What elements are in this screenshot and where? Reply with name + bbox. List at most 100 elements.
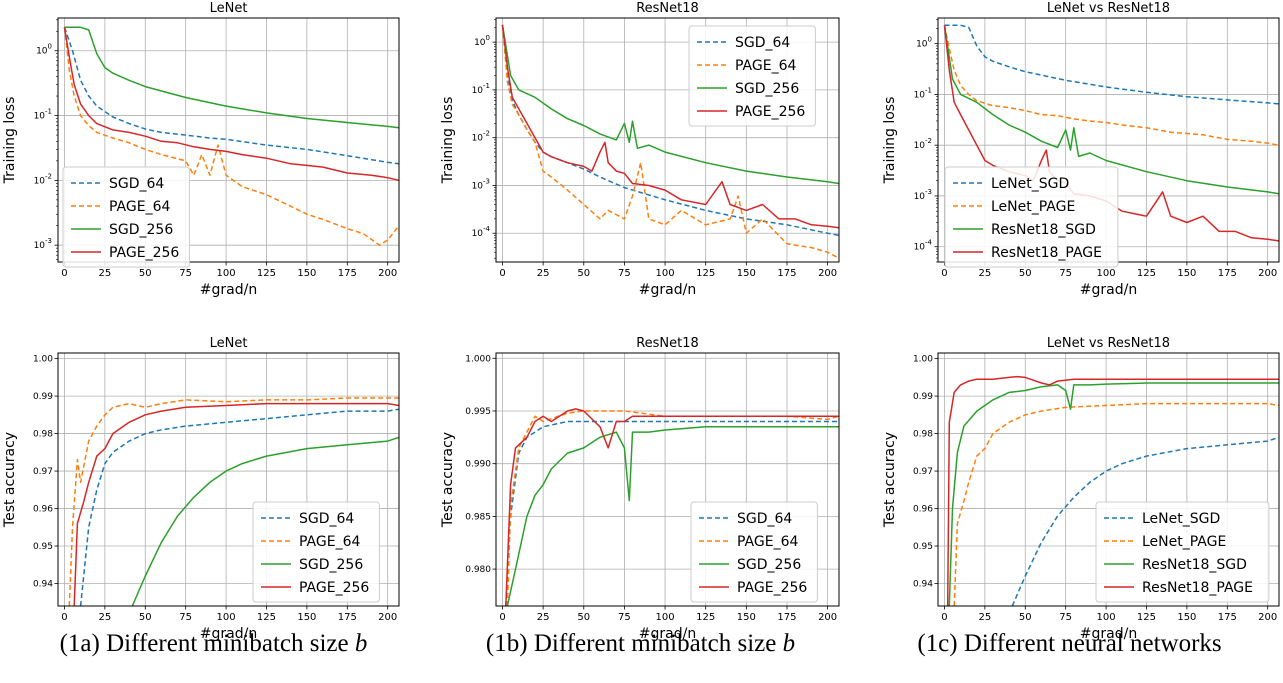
- legend-frame: [252, 501, 380, 603]
- y-tick-label: 10-4: [914, 239, 933, 253]
- y-tick-label: 0.995: [465, 407, 491, 417]
- x-axis-label: #grad/n: [639, 626, 696, 642]
- x-tick-label: 150: [1177, 612, 1196, 623]
- x-tick-label: 75: [179, 268, 192, 279]
- y-tick-label: 10-4: [472, 225, 491, 239]
- legend-label: PAGE_64: [109, 199, 170, 215]
- x-tick-label: 25: [99, 612, 112, 623]
- y-tick-label: 0.990: [465, 460, 491, 470]
- legend-label: ResNet18_SGD: [1142, 557, 1247, 573]
- x-tick-label: 0: [499, 612, 505, 623]
- x-tick-label: 175: [777, 268, 796, 279]
- x-tick-label: 0: [499, 268, 505, 279]
- chart-p6: 0 25 50 75 100 125 150 175 200 0.94 0.95 0.96 0.97 0.…: [882, 336, 1280, 642]
- x-tick-label: 0: [61, 612, 67, 623]
- y-tick-label: 100: [474, 34, 490, 48]
- series-line-page-64: [501, 24, 839, 259]
- series-line-page-64: [63, 27, 399, 246]
- legend: SGD_64 PAGE_64 SGD_256 PAGE_256: [690, 501, 818, 603]
- series-line-page-256: [501, 24, 839, 229]
- x-tick-label: 50: [139, 612, 152, 623]
- y-tick-label: 100: [916, 36, 932, 50]
- y-axis-label: Training loss: [2, 97, 18, 185]
- chart-p2: 0 25 50 75 100 125 150 175 200 100 10-1 10-2 10-3 10-…: [440, 1, 840, 298]
- legend-label: ResNet18_PAGE: [991, 245, 1102, 261]
- y-tick-label: 0.97: [33, 467, 53, 477]
- x-axis-label: #grad/n: [1080, 626, 1137, 642]
- x-axis-label: #grad/n: [639, 282, 696, 298]
- caption-1a-var: b: [354, 630, 368, 657]
- x-tick-label: 75: [1059, 268, 1072, 279]
- y-tick-label: 10-3: [914, 188, 932, 202]
- legend-label: ResNet18_PAGE: [1142, 580, 1253, 596]
- series-line-lenet-sgd: [1011, 436, 1279, 606]
- legend-frame: [1095, 501, 1270, 603]
- x-tick-label: 75: [1059, 612, 1072, 623]
- axes-frame: [495, 17, 840, 263]
- y-axis-label: Test accuracy: [2, 432, 18, 528]
- x-tick-label: 25: [979, 612, 992, 623]
- x-tick-label: 150: [297, 612, 316, 623]
- y-tick-label: 100: [36, 43, 52, 57]
- x-tick-label: 150: [737, 268, 756, 279]
- legend-label: ResNet18_SGD: [991, 222, 1096, 238]
- x-tick-label: 100: [656, 612, 675, 623]
- x-tick-label: 25: [979, 268, 992, 279]
- series-line-sgd-256: [501, 24, 839, 185]
- x-tick-label: 100: [656, 268, 675, 279]
- x-tick-label: 175: [338, 612, 357, 623]
- legend-label: PAGE_256: [735, 104, 805, 120]
- x-tick-label: 150: [737, 612, 756, 623]
- series-line-page-256: [73, 402, 399, 606]
- x-tick-label: 175: [777, 612, 796, 623]
- x-tick-label: 100: [217, 268, 236, 279]
- legend: SGD_64 PAGE_64 SGD_256 PAGE_256: [688, 25, 816, 127]
- x-tick-label: 50: [1019, 612, 1032, 623]
- series-line-lenet-page: [953, 402, 1279, 606]
- legend-frame: [944, 166, 1119, 268]
- x-tick-label: 175: [1218, 612, 1237, 623]
- caption-1b: (1b) Different minibatch size b: [427, 630, 854, 658]
- legend-label: SGD_256: [737, 557, 801, 573]
- legend-label: SGD_256: [299, 557, 363, 573]
- x-tick-label: 100: [217, 612, 236, 623]
- x-tick-label: 125: [696, 268, 715, 279]
- legend-label: PAGE_256: [299, 580, 369, 596]
- x-tick-label: 175: [1218, 268, 1237, 279]
- x-tick-label: 150: [297, 268, 316, 279]
- chart-p1: 0 25 50 75 100 125 150 175 200 100 10-1 10-2 10-3 LeN…: [2, 1, 400, 298]
- caption-1c-text: (1c) Different neural networks: [917, 630, 1222, 657]
- series-line-lenet-sgd: [944, 24, 1279, 105]
- legend-frame: [62, 166, 190, 268]
- x-tick-label: 200: [1258, 612, 1277, 623]
- caption-1a-text: (1a) Different minibatch size: [59, 630, 355, 657]
- chart-title: LeNet vs ResNet18: [1047, 336, 1170, 351]
- y-tick-label: 10-2: [472, 130, 490, 144]
- axes-frame: [495, 352, 840, 607]
- y-tick-label: 0.94: [33, 580, 53, 590]
- legend: SGD_64 PAGE_64 SGD_256 PAGE_256: [252, 501, 380, 603]
- x-tick-label: 0: [61, 268, 67, 279]
- y-tick-label: 0.985: [465, 512, 491, 522]
- x-axis-label: #grad/n: [1080, 282, 1137, 298]
- legend-label: LeNet_PAGE: [991, 199, 1075, 215]
- series-line-sgd-256: [131, 436, 399, 606]
- x-tick-label: 200: [378, 268, 397, 279]
- chart-p5: 0 25 50 75 100 125 150 175 200 0.980 0.985 0.990 0.9…: [440, 336, 840, 642]
- legend-label: PAGE_64: [735, 58, 796, 74]
- x-tick-label: 100: [1097, 268, 1116, 279]
- caption-1b-text: (1b) Different minibatch size: [485, 630, 783, 657]
- series-line-sgd-64: [63, 27, 399, 165]
- chart-title: ResNet18: [636, 336, 699, 351]
- y-tick-label: 0.98: [913, 430, 933, 440]
- x-tick-label: 0: [941, 268, 947, 279]
- legend-label: PAGE_256: [109, 245, 179, 261]
- x-tick-label: 200: [1258, 268, 1277, 279]
- x-tick-label: 125: [257, 268, 276, 279]
- legend-label: SGD_64: [299, 511, 354, 527]
- x-tick-label: 200: [818, 612, 837, 623]
- y-tick-label: 1.000: [465, 354, 491, 364]
- legend-label: LeNet_SGD: [1142, 511, 1220, 527]
- legend-label: PAGE_64: [737, 534, 798, 550]
